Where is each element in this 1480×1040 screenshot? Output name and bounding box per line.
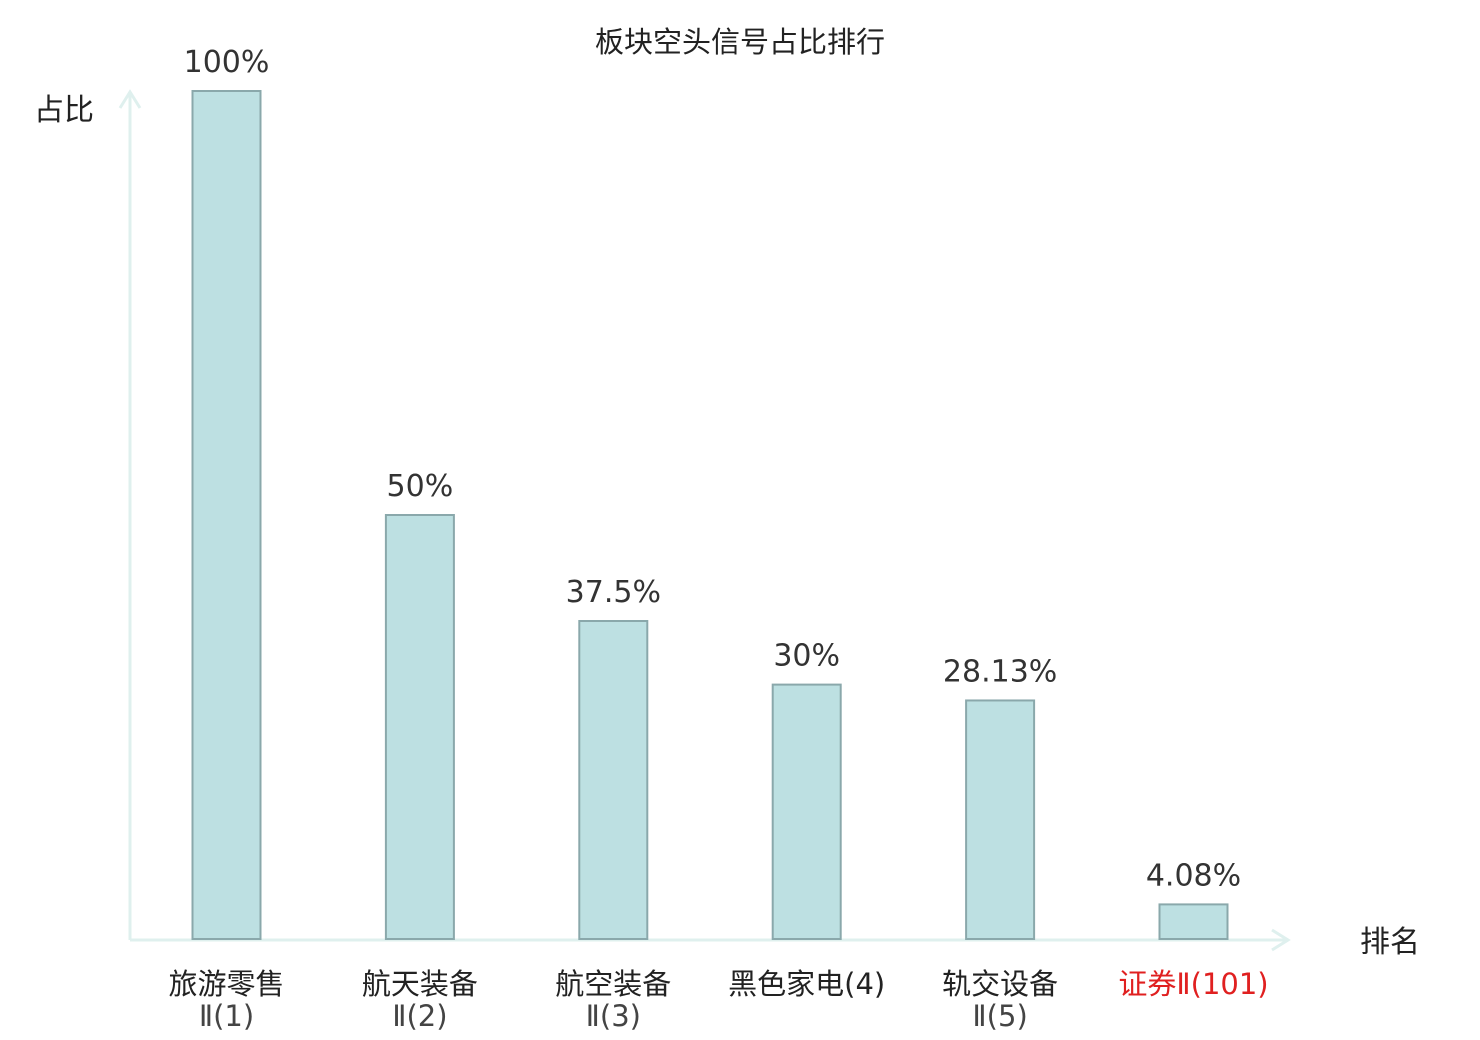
category-rank-3: Ⅱ(3) [586, 999, 641, 1033]
category-label-5: 轨交设备 [942, 967, 1058, 1001]
bar-1 [191, 90, 262, 940]
bar-6 [1158, 903, 1229, 941]
bar-4 [771, 683, 842, 940]
chart-title: 板块空头信号占比排行 [595, 25, 885, 59]
value-label-6: 4.08% [1146, 858, 1241, 893]
x-axis-label: 排名 [1360, 925, 1420, 960]
category-label-2: 航天装备 [362, 967, 478, 1001]
category-rank-5: Ⅱ(5) [972, 999, 1027, 1033]
y-axis [118, 89, 142, 940]
category-label-3: 航空装备 [555, 967, 671, 1001]
x-axis [130, 928, 1291, 952]
category-rank-2: Ⅱ(2) [392, 999, 447, 1033]
bars-layer [191, 90, 1229, 941]
value-label-1: 100% [184, 45, 270, 80]
category-label-6: 证券Ⅱ(101) [1118, 967, 1268, 1001]
value-label-5: 28.13% [943, 654, 1057, 689]
y-axis-label: 占比 [34, 93, 94, 128]
value-label-3: 37.5% [566, 575, 661, 610]
bar-5 [965, 699, 1036, 940]
value-labels-layer: 100% 50% 37.5% 30% 28.13% 4.08% [184, 45, 1242, 893]
bar-3 [578, 620, 649, 940]
value-label-2: 50% [387, 469, 454, 504]
category-label-4: 黑色家电(4) [728, 967, 885, 1001]
category-label-1: 旅游零售 [168, 967, 284, 1001]
category-rank-1: Ⅱ(1) [199, 999, 254, 1033]
value-label-4: 30% [773, 639, 840, 674]
bar-2 [384, 514, 455, 940]
